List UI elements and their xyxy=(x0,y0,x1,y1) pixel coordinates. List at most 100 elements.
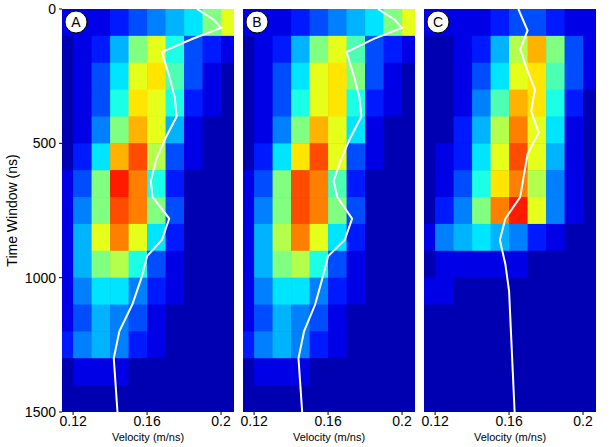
heat-cell xyxy=(310,63,329,90)
heat-cell xyxy=(509,278,528,305)
heat-cell xyxy=(472,63,491,90)
heat-cell xyxy=(328,170,347,197)
y-tick xyxy=(59,412,62,413)
heat-cell xyxy=(509,170,528,197)
heat-cell xyxy=(73,224,92,251)
heat-cell xyxy=(424,331,436,358)
heat-cell xyxy=(528,251,547,278)
heat-cell xyxy=(384,358,403,385)
panel-letter: B xyxy=(252,14,261,30)
heat-cell xyxy=(583,36,596,63)
heat-cell xyxy=(472,170,491,197)
heat-cell xyxy=(310,197,329,224)
heat-cell xyxy=(424,278,436,305)
plot-background xyxy=(243,9,415,412)
heat-cell xyxy=(147,170,166,197)
heat-cell xyxy=(254,278,273,305)
heat-cell xyxy=(365,116,384,143)
heat-cell xyxy=(565,358,584,385)
heat-cell xyxy=(62,36,74,63)
heat-cell xyxy=(129,385,148,412)
heat-cell xyxy=(491,170,510,197)
x-axis-title: Velocity (m/ns) xyxy=(474,431,546,443)
heat-cell xyxy=(565,305,584,332)
heat-cell xyxy=(166,358,185,385)
heat-cell xyxy=(546,170,565,197)
heat-cell xyxy=(62,331,74,358)
heat-cell xyxy=(546,116,565,143)
x-tick-label: 0.2 xyxy=(392,413,412,429)
panel-letter-badge xyxy=(427,11,449,33)
heat-cell xyxy=(583,358,596,385)
x-tick-label: 0.2 xyxy=(573,413,593,429)
x-tick-label: 0.2 xyxy=(211,413,231,429)
heat-cell xyxy=(243,251,255,278)
heat-cell xyxy=(454,331,473,358)
heat-cell xyxy=(546,224,565,251)
heat-cell xyxy=(129,278,148,305)
heat-cell xyxy=(328,9,347,36)
heat-cell xyxy=(424,170,436,197)
heat-cell xyxy=(328,331,347,358)
heat-cell xyxy=(583,143,596,170)
heat-cell xyxy=(73,358,92,385)
heat-cell xyxy=(472,9,491,36)
heat-cell xyxy=(273,170,292,197)
heat-cell xyxy=(565,224,584,251)
heat-cell xyxy=(310,9,329,36)
heat-cell xyxy=(509,385,528,412)
heat-cell xyxy=(184,251,203,278)
heat-cell xyxy=(273,331,292,358)
heat-cell xyxy=(402,385,415,412)
heat-cell xyxy=(254,251,273,278)
heat-cell xyxy=(73,197,92,224)
heat-cell xyxy=(147,385,166,412)
heat-cell xyxy=(472,224,491,251)
heat-cell xyxy=(384,385,403,412)
heat-cell xyxy=(184,36,203,63)
heat-cell xyxy=(435,143,454,170)
heat-cell xyxy=(546,63,565,90)
heat-cell xyxy=(110,36,129,63)
heat-cell xyxy=(565,278,584,305)
heat-cell xyxy=(184,170,203,197)
plot-background xyxy=(424,9,596,412)
x-tick-label: 0.16 xyxy=(133,413,160,429)
heat-cell xyxy=(254,331,273,358)
heat-cell xyxy=(347,331,366,358)
heat-cell xyxy=(402,358,415,385)
heat-cell xyxy=(273,305,292,332)
heat-cell xyxy=(454,116,473,143)
heat-cell xyxy=(221,36,234,63)
heat-cell xyxy=(129,197,148,224)
heat-cell xyxy=(92,197,111,224)
heat-cell xyxy=(129,9,148,36)
heat-cell xyxy=(528,224,547,251)
heat-cell xyxy=(435,358,454,385)
heat-cell xyxy=(254,116,273,143)
heat-cell xyxy=(528,278,547,305)
heat-cell xyxy=(73,251,92,278)
heat-cell xyxy=(243,305,255,332)
heat-cell xyxy=(92,331,111,358)
heat-cell xyxy=(454,197,473,224)
x-tick-label: 0.12 xyxy=(240,413,267,429)
heat-cell xyxy=(203,36,222,63)
heat-cell xyxy=(273,63,292,90)
heat-cell xyxy=(203,331,222,358)
heat-cell xyxy=(424,197,436,224)
heat-cell xyxy=(254,143,273,170)
x-tick-label: 0.16 xyxy=(314,413,341,429)
heat-cell xyxy=(273,224,292,251)
heat-cell xyxy=(92,63,111,90)
heat-cell xyxy=(491,9,510,36)
heat-cell xyxy=(402,36,415,63)
heat-cell xyxy=(365,197,384,224)
heat-cell xyxy=(310,143,329,170)
heat-cell xyxy=(528,331,547,358)
heat-cell xyxy=(62,305,74,332)
heat-cell xyxy=(528,305,547,332)
heat-cell xyxy=(254,197,273,224)
heat-cell xyxy=(365,63,384,90)
heat-cell xyxy=(254,224,273,251)
